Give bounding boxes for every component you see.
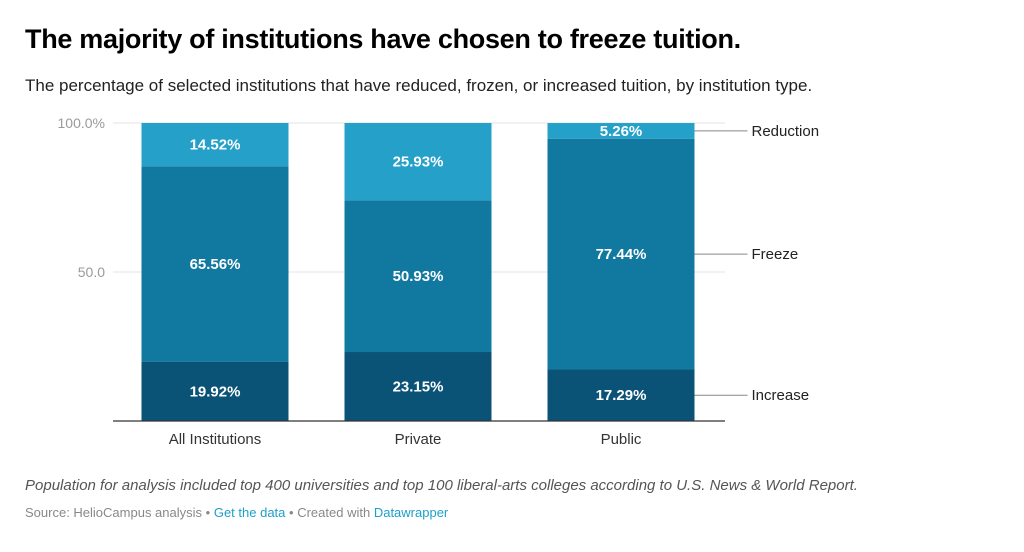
data-label: 25.93% [393, 154, 444, 171]
data-label: 50.93% [393, 268, 444, 285]
y-tick-label: 50.0 [78, 264, 105, 280]
data-label: 23.15% [393, 379, 444, 396]
legend-label-freeze: Freeze [752, 246, 799, 263]
x-tick-label: Private [395, 431, 442, 448]
bar-segment-increase [141, 361, 289, 421]
data-label: 17.29% [596, 387, 647, 404]
get-the-data-link[interactable]: Get the data [213, 505, 286, 520]
bar-segment-freeze [141, 166, 289, 362]
chart-footer: Source: HelioCampus analysis • Get the d… [25, 505, 448, 520]
bar-segment-reduction [344, 122, 492, 201]
legend-label-increase: Increase [752, 387, 810, 404]
data-label: 5.26% [600, 123, 643, 140]
created-with-text: Created with [297, 505, 371, 520]
source-text: Source: HelioCampus analysis [25, 505, 203, 520]
footer-separator: • [289, 505, 294, 520]
bar-segment-freeze [344, 200, 492, 353]
bar-segment-reduction [547, 123, 695, 139]
data-label: 77.44% [596, 246, 647, 263]
datawrapper-link[interactable]: Datawrapper [373, 505, 449, 520]
x-tick-label: All Institutions [169, 431, 262, 448]
chart-notes: Population for analysis included top 400… [25, 477, 858, 494]
bar-segment-increase [344, 352, 492, 421]
chart-title: The majority of institutions have chosen… [25, 24, 741, 54]
footer-separator: • [205, 505, 211, 520]
stacked-bar-chart: 100.0% 50.0 19.92% 65.56% 14.52% All Institut… [58, 115, 820, 448]
bar-segment-reduction [141, 123, 289, 167]
data-label: 65.56% [190, 256, 241, 273]
y-tick-label: 100.0% [58, 115, 105, 131]
x-tick-label: Public [601, 431, 642, 448]
bar-segment-freeze [547, 138, 695, 370]
data-label: 19.92% [190, 383, 241, 400]
data-label: 14.52% [190, 137, 241, 154]
bar-segment-increase [547, 369, 695, 421]
chart-subtitle: The percentage of selected institutions … [25, 76, 813, 95]
legend-label-reduction: Reduction [752, 123, 820, 140]
